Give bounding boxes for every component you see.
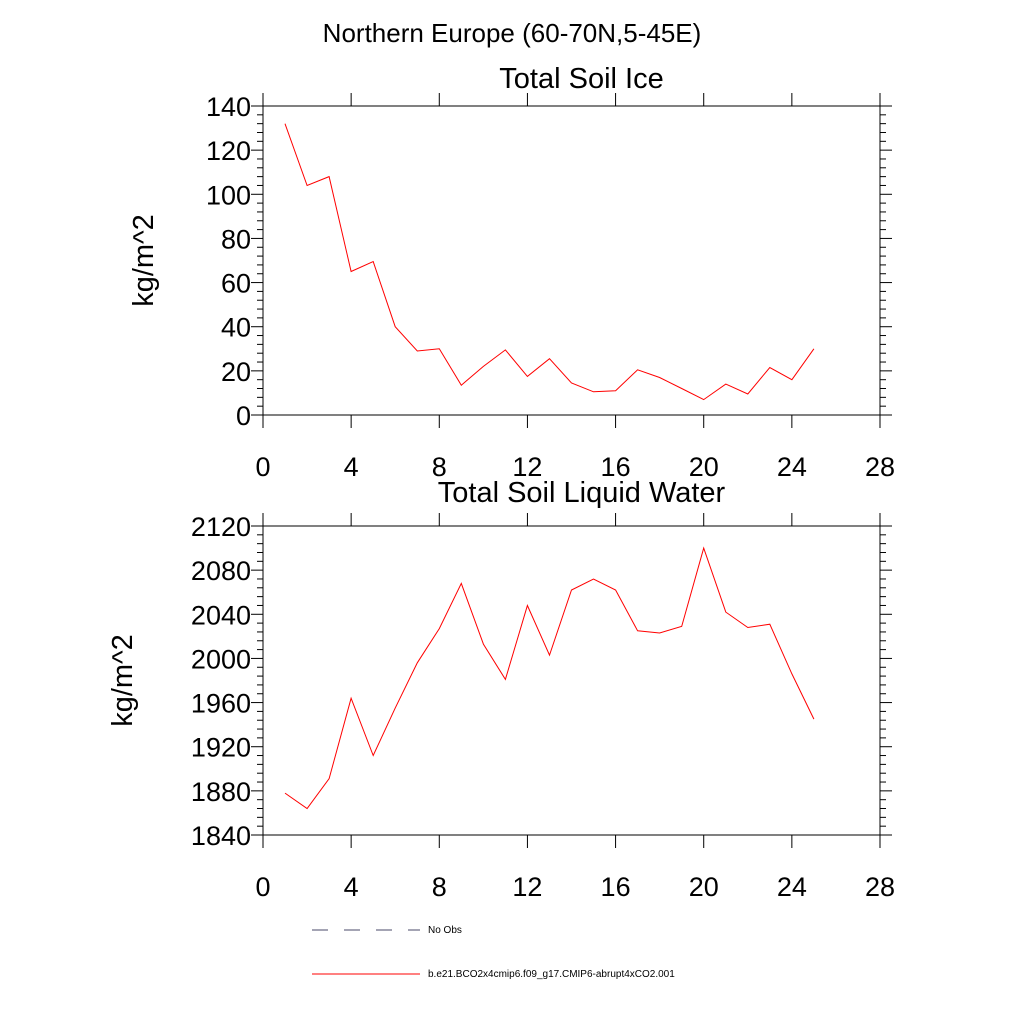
- panel-title: Total Soil Ice: [499, 63, 663, 95]
- x-tick-label: 20: [689, 452, 719, 482]
- x-tick-label: 28: [865, 452, 895, 482]
- y-tick-label: 140: [206, 92, 251, 122]
- y-tick-label: 120: [206, 136, 251, 166]
- y-tick-label: 1960: [191, 689, 251, 719]
- y-tick-label: 20: [221, 357, 251, 387]
- x-tick-label: 4: [344, 872, 359, 902]
- x-tick-label: 24: [777, 452, 807, 482]
- plot-frame: [262, 105, 881, 416]
- y-tick-label: 2040: [191, 600, 251, 630]
- chart-panel-soil-ice: Total Soil Ice kg/m^2 0 4 8 12 16 20 24 28 0 20 40 60…: [128, 63, 895, 482]
- series-line: [284, 123, 815, 401]
- series-line: [284, 546, 815, 810]
- y-axis-label: kg/m^2: [107, 634, 139, 727]
- chart-panel-soil-liquid-water: Total Soil Liquid Water kg/m^2 0 4 8 12 16 20 24…: [107, 477, 895, 902]
- plot-frame: [262, 525, 881, 836]
- y-tick-label: 1880: [191, 777, 251, 807]
- x-tick-label: 12: [512, 872, 542, 902]
- y-tick-label: 1920: [191, 733, 251, 763]
- y-tick-label: 1840: [191, 821, 251, 851]
- x-tick-label: 8: [432, 872, 447, 902]
- y-axis-label: kg/m^2: [128, 214, 160, 307]
- y-tick-label: 60: [221, 269, 251, 299]
- x-tick-label: 16: [601, 872, 631, 902]
- y-tick-label: 40: [221, 313, 251, 343]
- x-tick-label: 12: [512, 452, 542, 482]
- y-tick-label: 2080: [191, 556, 251, 586]
- x-tick-label: 8: [432, 452, 447, 482]
- legend-label-no-obs: No Obs: [428, 925, 462, 936]
- panel-title: Total Soil Liquid Water: [438, 477, 726, 509]
- x-tick-label: 4: [344, 452, 359, 482]
- x-tick-label: 20: [689, 872, 719, 902]
- y-tick-label: 100: [206, 180, 251, 210]
- x-tick-label: 0: [255, 452, 270, 482]
- legend: No Obs b.e21.BCO2x4cmip6.f09_g17.CMIP6-a…: [312, 925, 675, 980]
- y-tick-label: 80: [221, 224, 251, 254]
- figure-title: Northern Europe (60-70N,5-45E): [323, 18, 702, 48]
- x-tick-label: 28: [865, 872, 895, 902]
- x-tick-label: 24: [777, 872, 807, 902]
- x-tick-label: 16: [601, 452, 631, 482]
- y-tick-label: 0: [236, 401, 251, 431]
- legend-label-model: b.e21.BCO2x4cmip6.f09_g17.CMIP6-abrupt4x…: [428, 969, 675, 980]
- y-tick-label: 2000: [191, 644, 251, 674]
- y-tick-label: 2120: [191, 512, 251, 542]
- x-tick-label: 0: [255, 872, 270, 902]
